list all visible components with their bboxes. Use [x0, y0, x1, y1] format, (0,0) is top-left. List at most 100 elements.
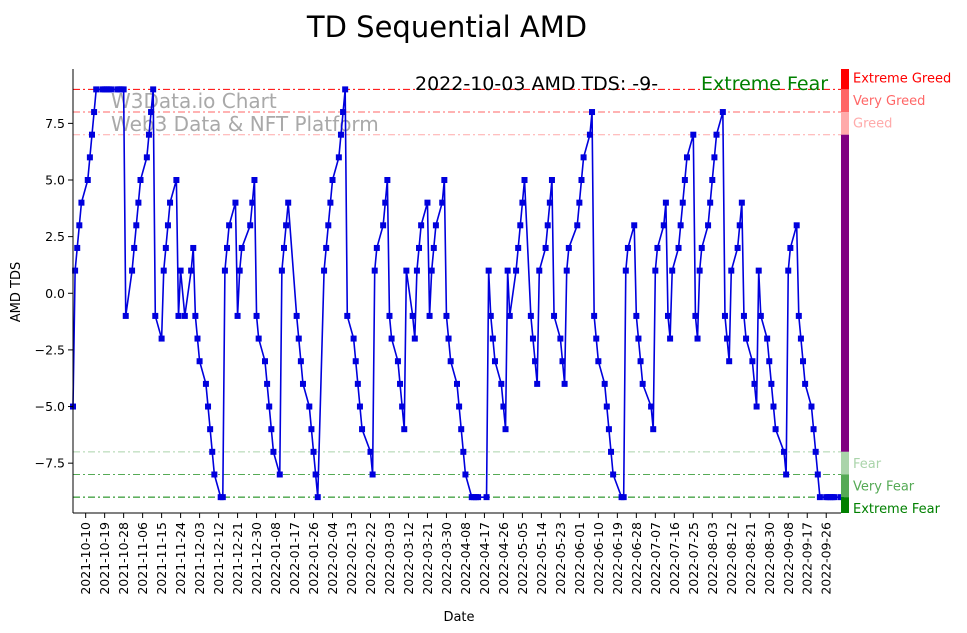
series-marker [280, 244, 287, 251]
series-marker [749, 358, 756, 365]
x-tick-label: 2021-12-30 [249, 522, 264, 595]
zone-segment-0 [841, 69, 849, 90]
x-tick-label: 2021-10-10 [78, 522, 93, 595]
series-marker [76, 222, 83, 229]
y-tick-label: −2.5 [35, 342, 65, 357]
zone-segment-5 [841, 474, 849, 498]
series-marker [652, 267, 659, 274]
series-marker [664, 312, 671, 319]
series-marker [675, 244, 682, 251]
series-marker [660, 222, 667, 229]
series-marker [772, 426, 779, 433]
zone-label: Greed [853, 117, 892, 132]
series-marker [238, 244, 245, 251]
series-marker [295, 335, 302, 342]
series-marker [707, 199, 714, 206]
series-marker [129, 267, 136, 274]
series-marker [167, 199, 174, 206]
series-marker [681, 177, 688, 183]
series-marker [726, 358, 733, 365]
series-marker [74, 244, 81, 251]
x-tick-label: 2021-11-24 [173, 522, 188, 595]
series-marker [190, 244, 197, 251]
x-tick-label: 2022-04-08 [458, 522, 473, 595]
x-tick-label: 2021-12-03 [192, 522, 207, 595]
series-marker [150, 86, 157, 93]
series-marker [120, 86, 127, 93]
series-marker [148, 109, 155, 116]
series-marker [812, 448, 819, 455]
series-marker [608, 448, 615, 455]
series-marker [249, 199, 256, 206]
x-axis-ticks: 2021-10-10 2021-10-19 2021-10-28 2021-11-06… [78, 513, 834, 595]
series-marker [563, 267, 570, 274]
series-marker [620, 494, 627, 501]
series-layer [70, 86, 844, 501]
series-marker [683, 154, 690, 161]
series-marker [669, 267, 676, 274]
zone-label: Fear [853, 457, 882, 472]
zone-segment-6 [841, 497, 849, 513]
series-marker [677, 222, 684, 229]
series-marker [485, 267, 492, 274]
series-marker [382, 199, 389, 206]
series-marker [447, 358, 454, 365]
series-marker [713, 131, 720, 138]
series-marker [327, 199, 334, 206]
series-marker [504, 267, 511, 274]
series-marker [181, 312, 188, 319]
zone-segment-2 [841, 112, 849, 135]
series-marker [226, 222, 233, 229]
series-marker [337, 131, 344, 138]
series-marker [456, 403, 463, 410]
x-tick-label: 2022-01-17 [287, 522, 302, 595]
series-marker [605, 426, 612, 433]
series-marker [770, 403, 777, 410]
series-marker [424, 199, 431, 206]
series-marker [342, 86, 349, 93]
series-marker [764, 335, 771, 342]
series-marker [283, 222, 290, 229]
series-marker [521, 177, 528, 183]
x-tick-label: 2022-05-14 [534, 522, 549, 595]
y-tick-label: 5.0 [45, 173, 65, 188]
x-tick-label: 2022-03-12 [401, 522, 416, 595]
series-marker [152, 312, 159, 319]
series-marker [394, 358, 401, 365]
series-marker [694, 335, 701, 342]
series-marker [500, 403, 507, 410]
series-marker [428, 267, 435, 274]
series-marker [513, 267, 520, 274]
series-marker [810, 426, 817, 433]
series-marker [310, 448, 317, 455]
series-marker [122, 312, 129, 319]
series-marker [667, 335, 674, 342]
series-marker [401, 426, 408, 433]
series-marker [639, 380, 646, 387]
annotation-status: Extreme Fear [701, 73, 828, 95]
series-marker [297, 358, 304, 365]
series-marker [808, 403, 815, 410]
y-tick-label: 0.0 [45, 286, 65, 301]
x-tick-label: 2022-06-19 [610, 522, 625, 595]
series-marker [335, 154, 342, 161]
series-marker [93, 86, 100, 93]
threshold-lines [73, 88, 841, 498]
series-marker [527, 312, 534, 319]
zone-segment-4 [841, 451, 849, 475]
series-marker [86, 154, 93, 161]
y-tick-label: 7.5 [45, 116, 65, 131]
series-marker [506, 312, 513, 319]
watermark-line-1: W3Data.io Chart [111, 89, 277, 113]
x-tick-label: 2022-01-08 [268, 522, 283, 595]
series-marker [719, 109, 726, 116]
series-marker [487, 312, 494, 319]
x-tick-label: 2022-02-04 [325, 522, 340, 595]
x-tick-label: 2021-11-06 [135, 522, 150, 595]
series-marker [529, 335, 536, 342]
y-tick-label: 2.5 [45, 229, 65, 244]
series-marker [321, 267, 328, 274]
series-marker [219, 494, 226, 501]
series-marker [329, 177, 336, 183]
